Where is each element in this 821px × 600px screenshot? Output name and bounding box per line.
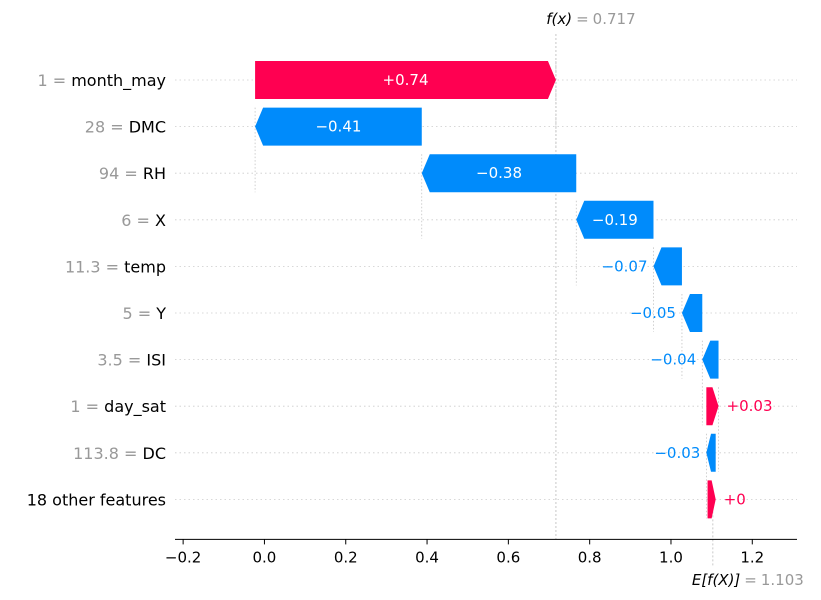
feature-label: 3.5 = ISI	[97, 351, 166, 370]
feature-label: 11.3 = temp	[65, 257, 166, 276]
feature-label: 1 = day_sat	[70, 397, 166, 417]
x-tick-label: 0.2	[334, 548, 358, 566]
contribution-bar	[576, 200, 654, 239]
contribution-labels: +0.74 −0.41 −0.38 −0.19 −0.07 −0.05 −0.04 +0.03…	[315, 71, 772, 508]
contribution-bars	[255, 61, 719, 519]
feature-name: ISI	[146, 351, 166, 370]
contribution-bar	[706, 387, 719, 426]
feature-label: 18 other features	[27, 490, 166, 509]
contribution-bar	[702, 340, 719, 379]
feature-value: 6 =	[121, 211, 155, 230]
contribution-label: −0.41	[315, 118, 361, 136]
feature-value: 1 =	[70, 397, 104, 416]
feature-name: 18 other features	[27, 490, 166, 509]
x-tick-label: 0.4	[415, 548, 439, 566]
feature-label: 113.8 = DC	[73, 444, 166, 463]
contribution-label: −0.07	[602, 257, 648, 275]
fx-annotation: f(x) = 0.717	[546, 10, 635, 28]
contribution-label: −0.38	[476, 164, 522, 182]
fx-value: 0.717	[593, 10, 636, 28]
x-tick-label: −0.2	[165, 548, 201, 566]
contribution-label: −0.04	[650, 351, 696, 369]
feature-value: 94 =	[99, 164, 143, 183]
contribution-bar	[707, 480, 716, 519]
contribution-bar	[421, 154, 577, 193]
contribution-label: +0	[724, 490, 746, 508]
feature-name: Y	[155, 304, 166, 323]
ef-value: 1.103	[761, 571, 804, 589]
feature-name: X	[155, 211, 166, 230]
x-tick-label: 1.2	[740, 548, 764, 566]
feature-value: 28 =	[85, 118, 129, 137]
feature-name: month_may	[71, 71, 166, 91]
feature-labels: 1 = month_may 28 = DMC 94 = RH 6 = X 11.3 = …	[27, 71, 166, 509]
x-tick-label: 0.8	[578, 548, 602, 566]
feature-label: 28 = DMC	[85, 118, 166, 137]
ef-label: E[f(X)]	[692, 571, 741, 589]
feature-name: DC	[143, 444, 167, 463]
fx-label: f(x)	[546, 10, 572, 28]
feature-label: 5 = Y	[122, 304, 166, 323]
x-tick-label: 0.6	[496, 548, 520, 566]
x-axis: −0.2 0.0 0.2 0.4 0.6 0.8 1.0 1.2	[165, 538, 797, 566]
feature-label: 6 = X	[121, 211, 166, 230]
feature-name: DMC	[129, 118, 166, 137]
contribution-bar	[255, 107, 422, 146]
ef-equals: =	[744, 571, 757, 589]
x-tick-label: 1.0	[659, 548, 683, 566]
feature-label: 1 = month_may	[37, 71, 166, 91]
feature-value: 113.8 =	[73, 444, 142, 463]
feature-value: 1 =	[37, 71, 71, 90]
feature-value: 3.5 =	[97, 351, 146, 370]
feature-name: day_sat	[104, 397, 166, 417]
contribution-bar	[653, 247, 682, 286]
contribution-bar	[255, 61, 556, 99]
feature-name: temp	[124, 257, 166, 276]
feature-value: 5 =	[122, 304, 156, 323]
contribution-bar	[681, 294, 703, 332]
contribution-bar	[706, 433, 716, 472]
feature-name: RH	[143, 164, 166, 183]
expected-value-annotation: E[f(X)] = 1.103	[692, 571, 804, 589]
x-tick-label: 0.0	[253, 548, 277, 566]
feature-value: 11.3 =	[65, 257, 124, 276]
contribution-label: −0.05	[630, 304, 676, 322]
contribution-label: −0.19	[592, 211, 638, 229]
contribution-label: −0.03	[654, 444, 700, 462]
contribution-label: +0.74	[383, 71, 429, 89]
contribution-label: +0.03	[727, 397, 773, 415]
fx-equals: =	[576, 10, 589, 28]
feature-label: 94 = RH	[99, 164, 166, 183]
